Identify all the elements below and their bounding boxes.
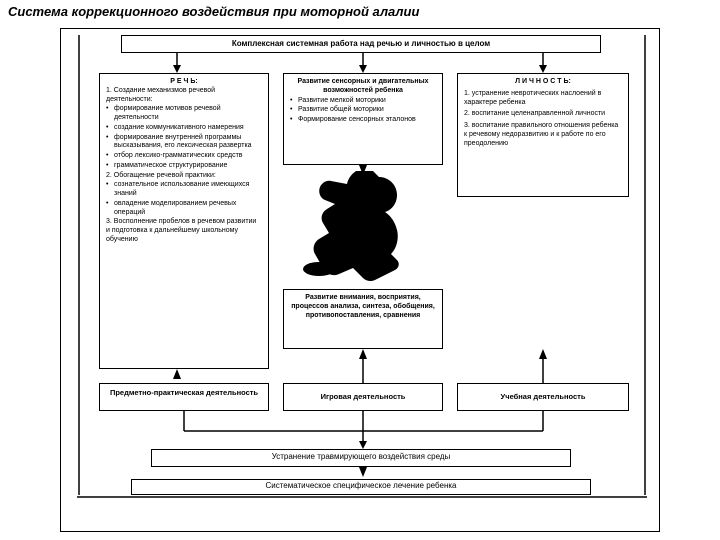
person-p1: 1. устранение невротических наслоений в … — [464, 90, 622, 108]
speech-s1d: отбор лексико-грамматических средств — [106, 152, 262, 161]
sensory-heading: Развитие сенсорных и двигательных возмож… — [290, 78, 436, 96]
environment-box: Устранение травмирующего воздействия сре… — [151, 449, 571, 467]
arrow-top-right — [537, 53, 549, 73]
diagram-frame: Комплексная системная работа над речью и… — [60, 28, 660, 532]
bottom-connector — [99, 411, 629, 451]
sensory-box: Развитие сенсорных и двигательных возмож… — [283, 73, 443, 165]
attention-text: Развитие внимания, восприятия, процессов… — [290, 294, 436, 320]
person-heading: Л И Ч Н О С Т Ь: — [464, 78, 622, 87]
sensory-a: Развитие мелкой моторики — [290, 97, 436, 106]
treatment-box: Систематическое специфическое лечение ре… — [131, 479, 591, 495]
speech-s1a: формирование мотивов речевой деятельност… — [106, 105, 262, 123]
person-box: Л И Ч Н О С Т Ь: 1. устранение невротиче… — [457, 73, 629, 197]
page-title: Система коррекционного воздействия при м… — [8, 4, 419, 19]
arrow-bot-mid-up — [357, 349, 369, 383]
arrow-bot-left-up — [171, 369, 183, 383]
arrow-top-mid — [357, 53, 369, 73]
speech-s1e: грамматическое структурирование — [106, 162, 262, 171]
attention-box: Развитие внимания, восприятия, процессов… — [283, 289, 443, 349]
speech-s1b: создание коммуникативного намерения — [106, 124, 262, 133]
speech-heading: Р Е Ч Ь: — [106, 78, 262, 87]
arrow-top-left — [171, 53, 183, 73]
speech-sec3: 3. Восполнение пробелов в речевом развит… — [106, 218, 262, 244]
speech-box: Р Е Ч Ь: 1. Создание механизмов речевой … — [99, 73, 269, 369]
activity-practical: Предметно-практическая деятельность — [99, 383, 269, 411]
activity-play: Игровая деятельность — [283, 383, 443, 411]
person-p2: 2. воспитание целенаправленной личности — [464, 110, 622, 119]
env-to-treat-arrow — [357, 467, 369, 479]
speech-sec2: 2. Обогащение речевой практики: — [106, 172, 262, 181]
speech-s2b: овладение моделированием речевых операци… — [106, 200, 262, 218]
sensory-c: Формирование сенсорных эталонов — [290, 116, 436, 125]
frame-left-line — [77, 35, 81, 495]
arrow-bot-right-up — [537, 349, 549, 383]
speech-s1c: формирование внутренней программы высказ… — [106, 134, 262, 152]
speech-sec1: 1. Создание механизмов речевой деятельно… — [106, 87, 262, 105]
activity-study: Учебная деятельность — [457, 383, 629, 411]
person-p3: 3. воспитание правильного отношения ребе… — [464, 122, 622, 148]
frame-bottom-line — [77, 495, 647, 499]
frame-right-line — [643, 35, 647, 495]
child-silhouette-icon — [301, 171, 425, 281]
speech-s2a: сознательное использование имеющихся зна… — [106, 181, 262, 199]
top-box: Комплексная системная работа над речью и… — [121, 35, 601, 53]
sensory-b: Развитие общей моторики — [290, 106, 436, 115]
